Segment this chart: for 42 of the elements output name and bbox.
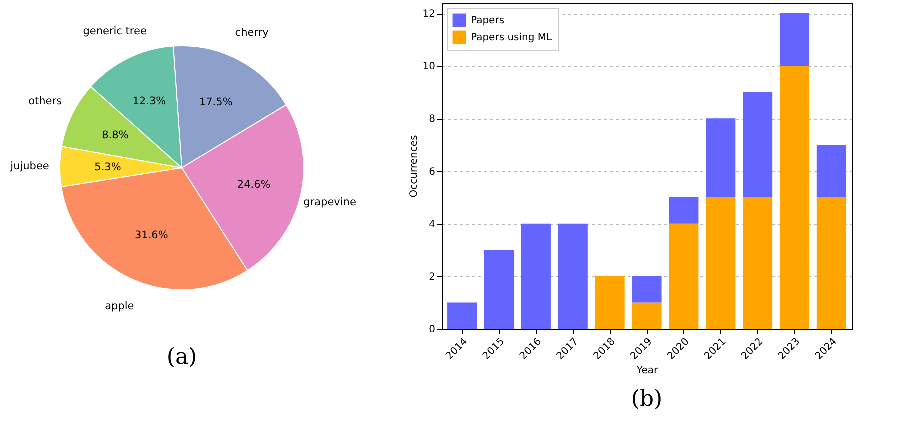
slice-label: apple [105,300,134,313]
y-axis-title: Occurrences [408,135,420,198]
bar [816,198,846,329]
bar [743,92,773,198]
bar [669,224,699,329]
slice-label: generic tree [83,26,147,38]
data-label: 5.3% [94,161,122,174]
bar [558,224,588,329]
bar [706,198,736,329]
y-tick-label: 2 [429,272,436,283]
bar [780,66,810,329]
bar [595,276,625,329]
y-tick-label: 0 [429,324,436,336]
y-tick-label: 12 [422,9,436,20]
bar [743,198,773,329]
slice-label: cherry [235,27,269,40]
y-tick-label: 6 [429,166,436,178]
text: (b) [631,387,663,412]
bar [816,144,846,198]
bar [632,276,662,303]
y-tick-label: 4 [429,219,436,230]
bar [632,302,662,329]
bar [484,250,514,329]
text: (a) [166,345,198,370]
legend-label: Papers [471,16,505,26]
data-label: 24.6% [237,178,271,191]
data-label: 8.8% [102,130,129,142]
data-label: 12.3% [132,96,166,108]
slice-label: jujubee [10,160,50,172]
bar [706,118,736,198]
data-label: 17.5% [199,96,233,108]
slice-label: others [28,96,62,108]
y-tick-label: 10 [422,62,436,73]
y-tick-label: 8 [429,114,436,126]
x-axis-title: Year [636,366,659,377]
slice-label: grapevine [304,196,356,209]
bar [521,224,551,329]
bar [669,198,699,224]
bar [780,14,810,66]
data-label: 31.6% [134,229,168,242]
bar [448,302,478,329]
legend-label: Papers using ML [471,32,553,44]
